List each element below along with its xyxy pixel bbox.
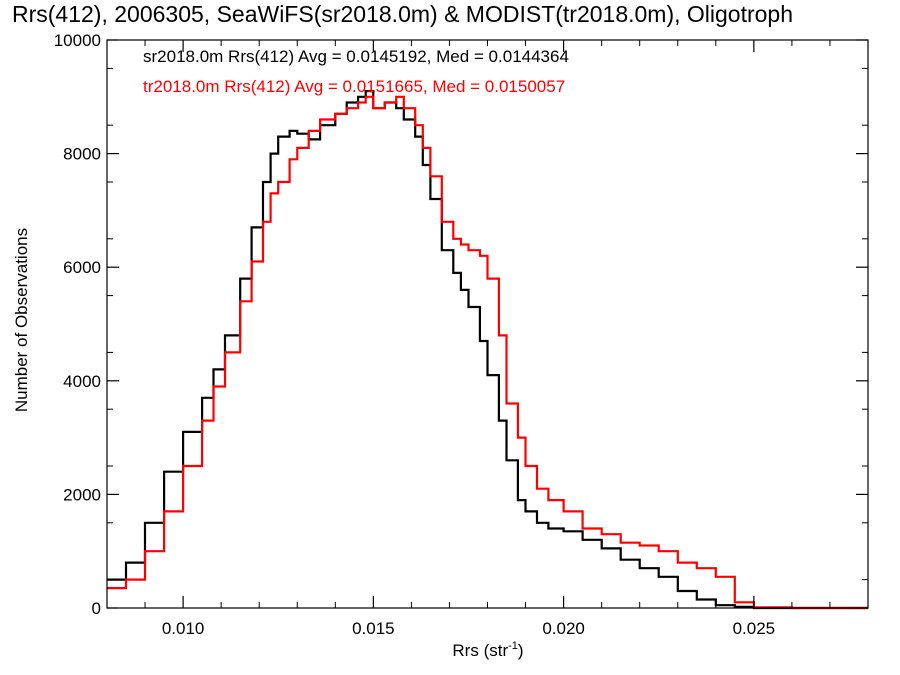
y-tick-label: 4000 — [63, 372, 101, 391]
y-tick-label: 10000 — [54, 31, 101, 50]
x-tick-label: 0.020 — [542, 619, 585, 638]
series-line-1 — [107, 95, 868, 610]
y-tick-label: 2000 — [63, 485, 101, 504]
x-tick-label: 0.025 — [733, 619, 776, 638]
legend-entry-tr2018: tr2018.0m Rrs(412) Avg = 0.0151665, Med … — [143, 77, 565, 96]
series-layer — [107, 90, 868, 610]
x-axis-label-superscript: -1 — [508, 640, 518, 652]
x-tick-label: 0.010 — [162, 619, 205, 638]
chart-title: Rrs(412), 2006305, SeaWiFS(sr2018.0m) & … — [12, 1, 793, 27]
series-line-0 — [107, 90, 868, 610]
x-axis-label-main: Rrs (str — [452, 641, 508, 660]
axes-layer — [106, 39, 869, 609]
x-axis-label: Rrs (str-1) — [452, 640, 523, 660]
y-tick-label: 0 — [92, 599, 101, 618]
ticks-layer: 0.010 0.015 0.020 0.025 0 2000 4000 6000 8000 100… — [54, 31, 869, 638]
y-axis-label: Number of Observations — [12, 228, 31, 412]
x-tick-label: 0.015 — [352, 619, 395, 638]
x-axis-label-close: ) — [518, 641, 524, 660]
y-tick-label: 6000 — [63, 258, 101, 277]
plot-frame — [106, 39, 869, 609]
y-tick-label: 8000 — [63, 145, 101, 164]
legend-entry-sr2018: sr2018.0m Rrs(412) Avg = 0.0145192, Med … — [143, 47, 569, 66]
